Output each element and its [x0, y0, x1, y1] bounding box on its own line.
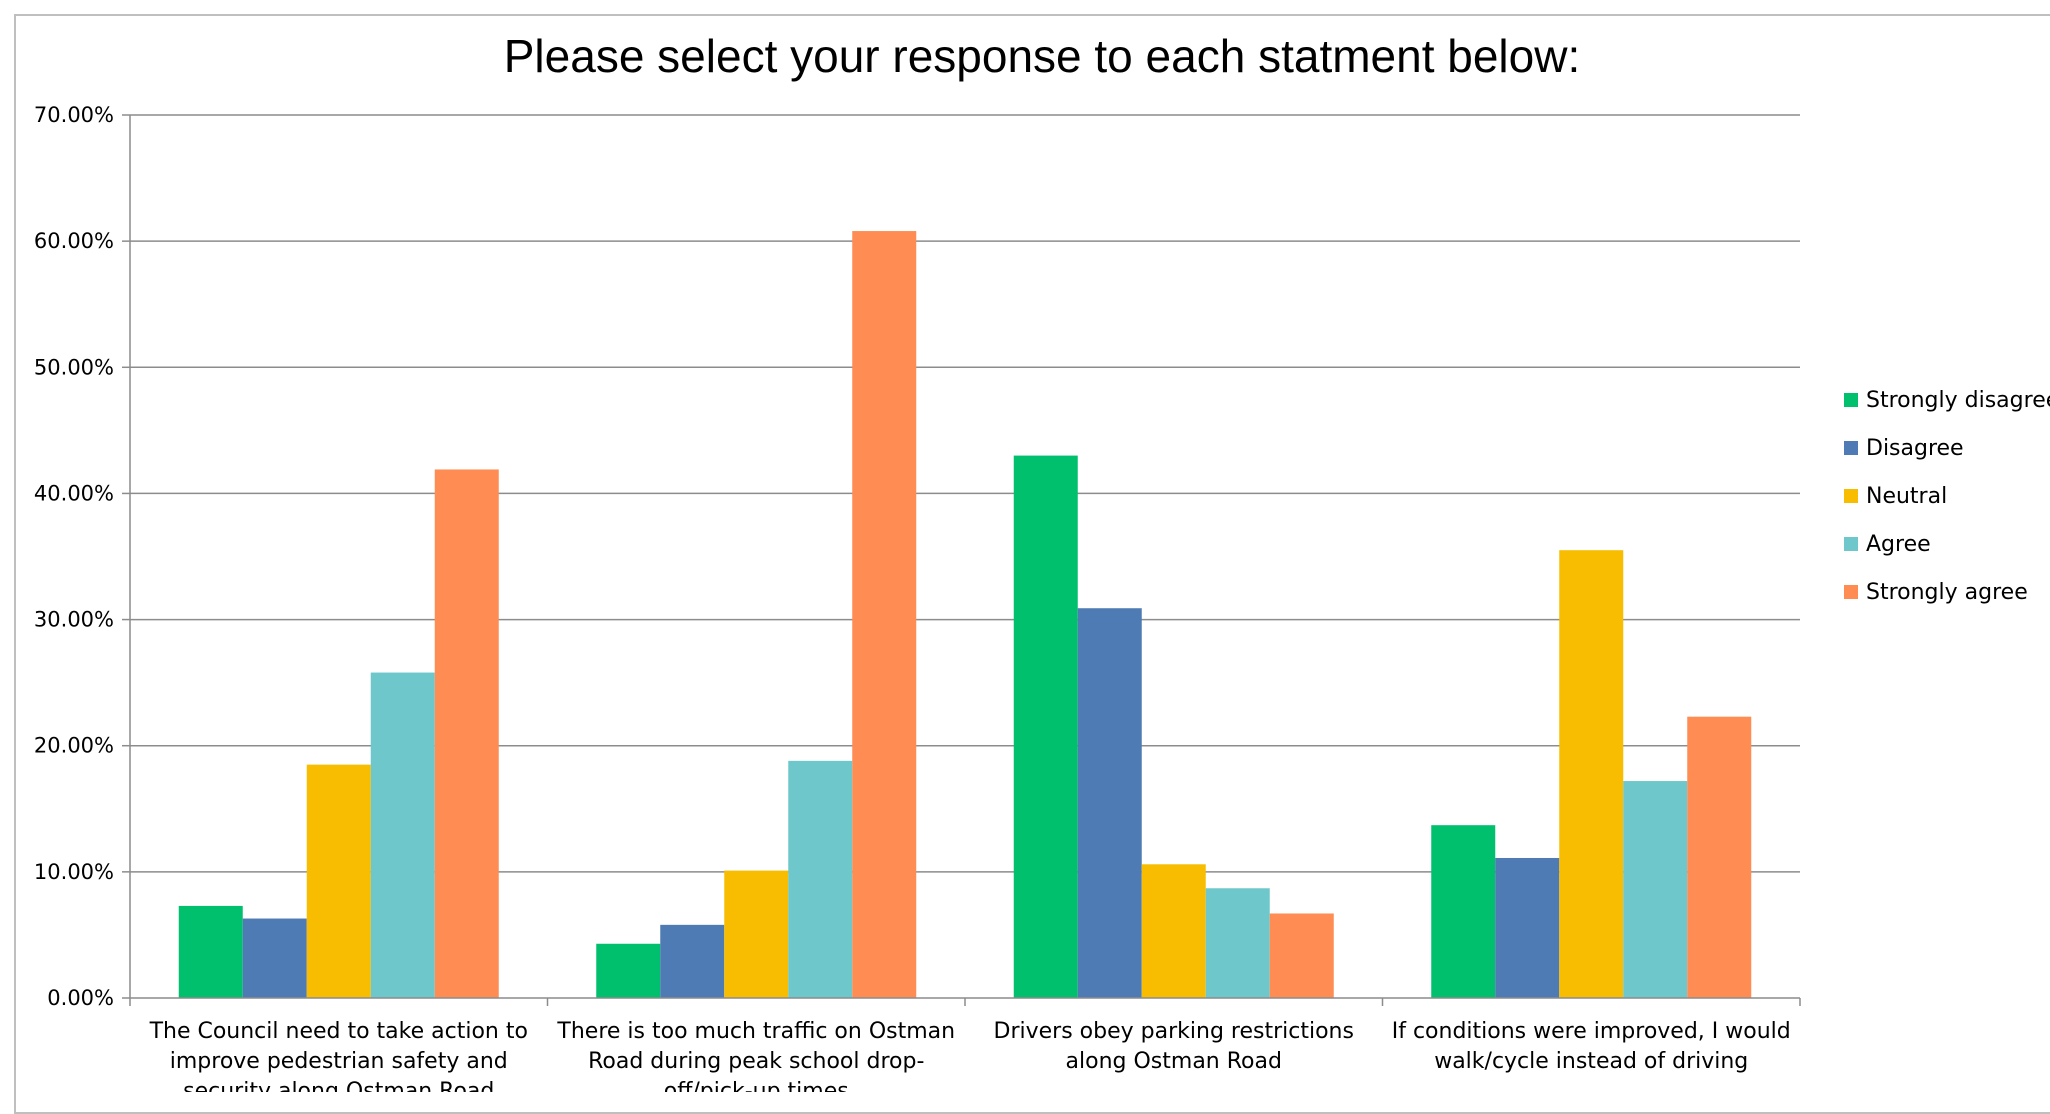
bar	[788, 760, 853, 998]
bar	[370, 672, 435, 998]
legend-label: Strongly agree	[1866, 580, 2028, 605]
legend: Strongly disagree Disagree Neutral Agree Str…	[1844, 388, 2050, 605]
bar	[434, 469, 499, 998]
legend-swatch	[1844, 393, 1858, 407]
legend-swatch	[1844, 585, 1858, 599]
bar	[1205, 888, 1270, 998]
y-tick-label: 10.00%	[34, 860, 114, 884]
chart-title: Please select your response to each stat…	[504, 30, 1581, 82]
y-tick-label: 50.00%	[34, 355, 114, 379]
category-label: If conditions were improved, I would walk…	[1392, 1019, 1791, 1074]
legend-label: Strongly disagree	[1866, 388, 2050, 413]
y-axis-ticks: 0.00% 10.00% 20.00% 30.00% 40.00% 50.00% 60.00…	[34, 103, 130, 1010]
y-tick-label: 20.00%	[34, 734, 114, 758]
category-label: Drivers obey parking restrictions along O…	[994, 1019, 1354, 1074]
x-axis	[129, 115, 1801, 1006]
bar	[1431, 825, 1496, 998]
bars	[178, 231, 1752, 999]
bar	[1013, 455, 1078, 999]
y-tick-label: 70.00%	[34, 103, 114, 127]
category-label: The Council need to take action to improv…	[149, 1019, 528, 1092]
bar	[724, 870, 789, 998]
bar	[306, 764, 371, 998]
y-tick-label: 30.00%	[34, 608, 114, 632]
bar	[852, 231, 917, 999]
legend-swatch	[1844, 537, 1858, 551]
bar	[1687, 716, 1752, 998]
legend-swatch	[1844, 489, 1858, 503]
category-label: There is too much traffic on Ostman Road …	[556, 1019, 955, 1092]
bar	[1269, 913, 1334, 998]
bar	[1077, 608, 1142, 998]
bar	[1559, 550, 1624, 998]
bar	[1141, 864, 1206, 998]
category-labels: The Council need to take action to improv…	[149, 1019, 1791, 1092]
legend-label: Neutral	[1866, 484, 1947, 509]
legend-label: Disagree	[1866, 436, 1964, 461]
bar	[596, 943, 661, 998]
bar	[1495, 857, 1560, 998]
y-tick-label: 0.00%	[47, 986, 114, 1010]
legend-swatch	[1844, 441, 1858, 455]
bar	[242, 918, 307, 998]
bar	[178, 905, 243, 998]
bar	[660, 924, 725, 998]
y-tick-label: 40.00%	[34, 481, 114, 505]
legend-label: Agree	[1866, 532, 1931, 557]
y-tick-label: 60.00%	[34, 229, 114, 253]
bar	[1623, 781, 1688, 998]
